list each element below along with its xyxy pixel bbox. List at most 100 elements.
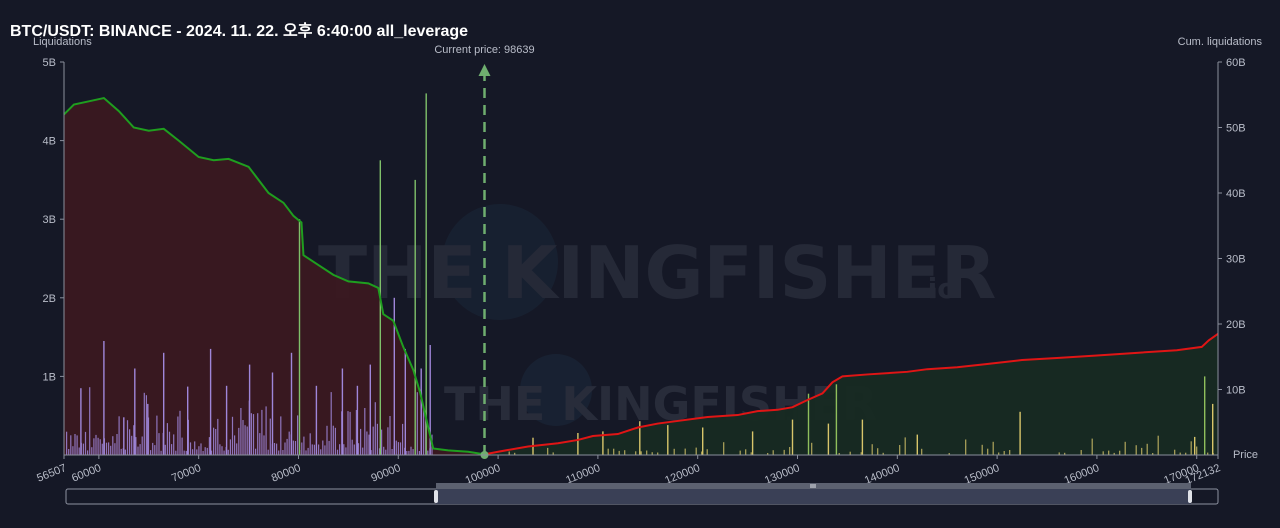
short-bar-minor [552,452,554,455]
watermark-brand: THE KINGFISHER [318,231,996,315]
y-right-tick-label: 50B [1226,123,1246,135]
long-bar-minor [116,434,118,455]
long-bar-minor [374,402,376,455]
long-bar-minor [305,450,307,455]
long-bar [123,417,125,455]
long-bar-minor [313,444,315,455]
long-bar-minor [101,443,103,455]
zoom-slider-left-handle[interactable] [434,490,438,503]
short-bar-minor [1146,443,1148,455]
long-bar [379,160,381,456]
short-bar-minor [921,448,923,455]
short-bar [602,431,604,455]
short-bar [827,423,830,455]
long-bar-minor [72,446,74,455]
long-bar-minor [129,429,131,455]
short-bar [791,419,794,455]
short-bar-minor [1124,441,1126,455]
short-bar-minor [673,448,675,455]
long-bar [248,364,251,455]
long-bar-minor [278,450,280,455]
long-bar-minor [93,438,95,455]
long-bar-minor [185,450,187,455]
short-bar-minor [838,453,840,455]
long-bar-minor [406,451,408,455]
long-bar-minor [391,449,393,455]
long-bar-minor [334,427,336,455]
zoom-slider-grip-icon[interactable] [810,484,816,488]
long-bar-minor [416,392,418,455]
short-bar [751,431,754,455]
long-bar-minor [318,444,320,455]
long-bar [134,368,136,455]
long-bar-minor [97,437,99,455]
long-bar-minor [236,443,238,455]
short-bar-minor [849,451,851,455]
y-left-tick-label: 2B [43,293,56,305]
long-bar-minor [362,447,364,455]
short-bar-minor [1157,435,1159,455]
short-bar [807,393,810,455]
long-bar-minor [217,418,219,455]
long-bar-minor [353,444,355,455]
long-bar-minor [192,449,194,455]
long-bar-minor [383,446,385,455]
long-bar-minor [133,425,135,455]
long-bar-minor [408,450,410,455]
long-bar-minor [210,450,213,455]
long-bar-minor [206,447,208,455]
long-bar-minor [68,449,70,455]
long-bar-minor [357,443,360,455]
long-bar-minor [328,440,330,455]
long-bar-minor [215,429,217,455]
short-bar [577,433,579,455]
long-bar-minor [261,409,263,455]
short-bar-minor [877,448,879,455]
cumulative-areas [64,98,1218,455]
long-bar [163,352,165,455]
chart-title: BTC/USDT: BINANCE - 2024. 11. 22. 오후 6:4… [10,23,469,40]
long-bar-minor [135,437,137,455]
long-bar-minor [355,410,357,455]
long-bar-minor [99,439,101,455]
long-bar-minor [360,428,362,455]
short-bar [1212,403,1214,455]
short-bar-minor [981,444,983,455]
long-bar-minor [286,438,288,455]
y-right-tick-label: 40B [1226,188,1246,200]
long-bar-minor [399,442,402,455]
long-bar-minor [263,435,265,455]
long-bar-minor [156,415,158,455]
long-bar-minor [246,426,248,455]
long-bar-minor [301,442,303,455]
short-bar-minor [871,444,873,455]
long-bar-minor [112,436,114,455]
short-bar [667,425,669,455]
long-bar-minor [294,441,297,455]
liquidation-bars [66,93,1214,456]
zoom-slider[interactable] [65,483,1219,505]
short-bar-minor [772,450,774,455]
long-bar-minor [95,434,97,455]
long-bar-minor [322,440,324,455]
y-left-tick-label: 1B [43,371,56,383]
long-bar-minor [139,444,141,455]
long-bar-minor [347,411,349,455]
short-bar-minor [745,449,747,455]
long-bar-minor [336,449,339,455]
zoom-slider-right-handle[interactable] [1188,490,1192,503]
long-bar [425,93,427,456]
long-bar [209,348,212,455]
long-bar-minor [326,425,328,455]
long-bar-minor [202,451,204,455]
long-bar-minor [297,415,299,455]
long-bar-minor [118,416,120,455]
long-bar-minor [208,437,210,455]
long-bar-minor [137,446,139,455]
zoom-slider-selection[interactable] [436,489,1191,504]
long-bar-minor [242,420,244,455]
x-tick-labels: 56507 60000 70000 80000 90000 100000 110000 120… [35,455,1222,487]
long-bar-minor [152,442,154,455]
short-bar-minor [1152,453,1154,455]
